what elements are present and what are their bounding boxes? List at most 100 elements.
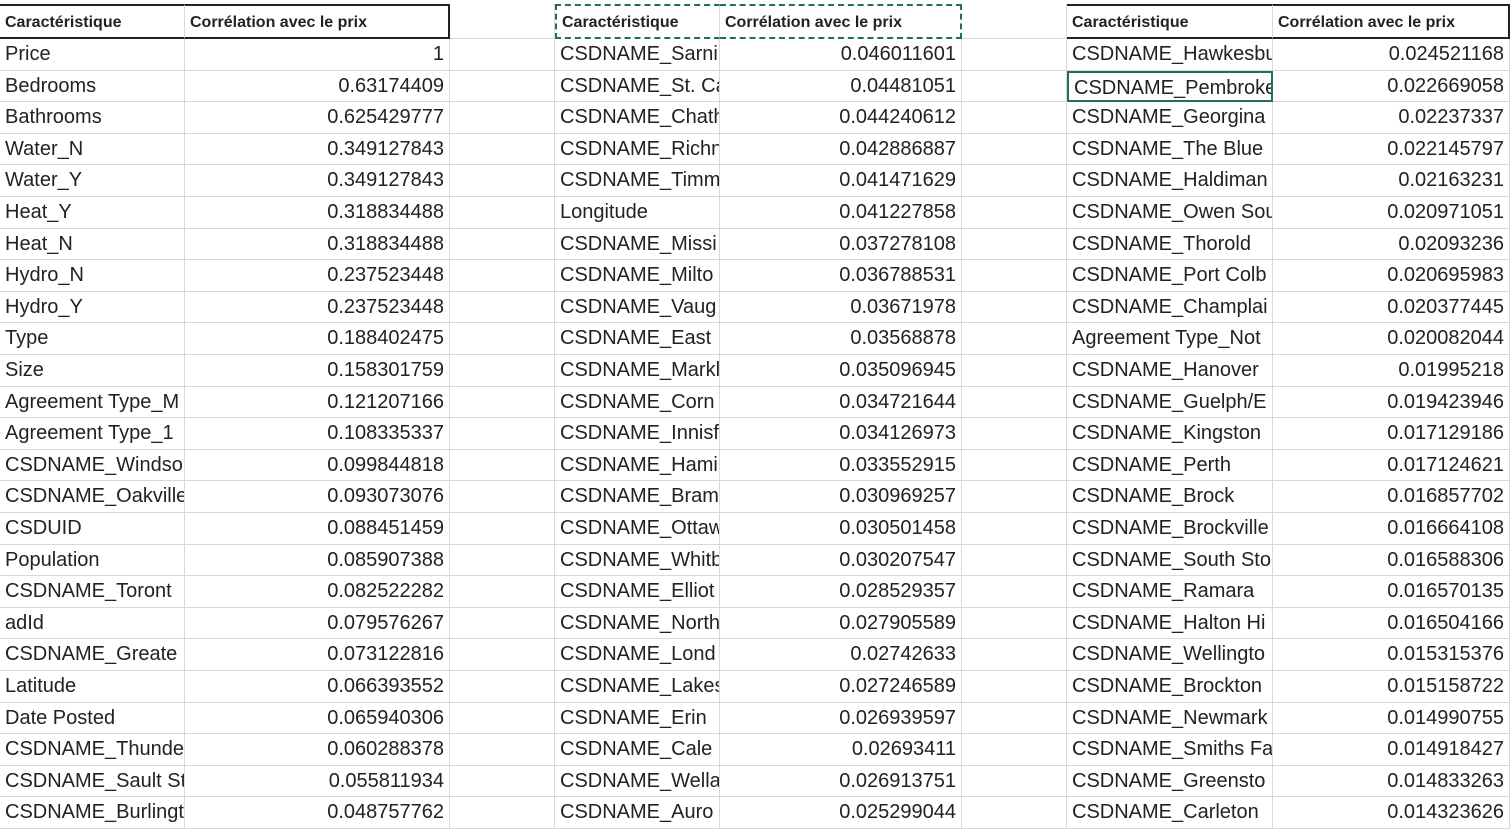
feature-cell: CSDNAME_Carleton bbox=[1067, 797, 1273, 829]
correlation-cell: 0.015158722 bbox=[1273, 671, 1510, 703]
header-cell: Corrélation avec le prix bbox=[185, 4, 450, 39]
correlation-cell: 0.022669058 bbox=[1273, 70, 1510, 103]
empty-cell bbox=[450, 765, 555, 798]
empty-cell bbox=[962, 765, 1067, 798]
feature-cell: CSDNAME_Chath bbox=[555, 102, 720, 134]
feature-cell: CSDNAME_Timm bbox=[555, 165, 720, 197]
empty-cell bbox=[450, 449, 555, 482]
empty-cell bbox=[450, 260, 555, 292]
correlation-cell: 0.088451459 bbox=[185, 513, 450, 545]
correlation-cell: 0.318834488 bbox=[185, 197, 450, 229]
feature-cell: CSDNAME_Port Colb bbox=[1067, 260, 1273, 292]
feature-cell: CSDNAME_Erin bbox=[555, 702, 720, 735]
correlation-cell: 0.041471629 bbox=[720, 165, 962, 197]
header-cell: Caractéristique bbox=[0, 4, 185, 39]
correlation-cell: 0.027246589 bbox=[720, 671, 962, 703]
empty-cell bbox=[450, 133, 555, 166]
feature-cell: CSDNAME_St. Ca bbox=[555, 70, 720, 103]
empty-cell bbox=[962, 449, 1067, 482]
correlation-cell: 0.017124621 bbox=[1273, 449, 1510, 482]
empty-cell bbox=[962, 702, 1067, 735]
feature-cell: CSDNAME_Brock bbox=[1067, 481, 1273, 513]
feature-cell: CSDNAME_Guelph/E bbox=[1067, 386, 1273, 419]
feature-cell: CSDNAME_Ottaw bbox=[555, 513, 720, 545]
feature-cell: CSDNAME_Milto bbox=[555, 260, 720, 292]
feature-cell: CSDNAME_Toront bbox=[0, 576, 185, 608]
correlation-cell: 0.022145797 bbox=[1273, 133, 1510, 166]
feature-cell: CSDNAME_Brockton bbox=[1067, 671, 1273, 703]
feature-cell: CSDNAME_Hanover bbox=[1067, 355, 1273, 387]
empty-cell bbox=[962, 355, 1067, 387]
empty-cell bbox=[962, 102, 1067, 134]
feature-cell: CSDNAME_Vaug bbox=[555, 291, 720, 324]
correlation-cell: 0.042886887 bbox=[720, 133, 962, 166]
header-cell: Caractéristique bbox=[1067, 4, 1273, 39]
correlation-cell: 0.121207166 bbox=[185, 386, 450, 419]
feature-cell: Water_N bbox=[0, 133, 185, 166]
correlation-cell: 0.085907388 bbox=[185, 544, 450, 577]
feature-cell: adId bbox=[0, 607, 185, 640]
correlation-cell: 0.014990755 bbox=[1273, 702, 1510, 735]
empty-cell bbox=[450, 797, 555, 829]
feature-cell: Hydro_Y bbox=[0, 291, 185, 324]
correlation-cell: 0.020082044 bbox=[1273, 323, 1510, 355]
empty-cell bbox=[962, 418, 1067, 450]
header-cell: Caractéristique bbox=[555, 4, 720, 39]
empty-cell bbox=[450, 702, 555, 735]
correlation-cell: 0.02742633 bbox=[720, 639, 962, 671]
correlation-cell: 0.046011601 bbox=[720, 39, 962, 71]
correlation-cell: 0.020971051 bbox=[1273, 197, 1510, 229]
correlation-cell: 0.01995218 bbox=[1273, 355, 1510, 387]
empty-cell bbox=[962, 734, 1067, 766]
correlation-cell: 0.034126973 bbox=[720, 418, 962, 450]
correlation-cell: 0.237523448 bbox=[185, 291, 450, 324]
empty-cell bbox=[962, 481, 1067, 513]
correlation-cell: 0.033552915 bbox=[720, 449, 962, 482]
correlation-cell: 0.065940306 bbox=[185, 702, 450, 735]
correlation-cell: 0.017129186 bbox=[1273, 418, 1510, 450]
empty-cell bbox=[962, 544, 1067, 577]
correlation-cell: 0.016570135 bbox=[1273, 576, 1510, 608]
feature-cell: CSDNAME_Richn bbox=[555, 133, 720, 166]
feature-cell: CSDNAME_Whitb bbox=[555, 544, 720, 577]
feature-cell: Type bbox=[0, 323, 185, 355]
feature-cell: Agreement Type_M bbox=[0, 386, 185, 419]
correlation-cell: 0.03568878 bbox=[720, 323, 962, 355]
correlation-cell: 0.02237337 bbox=[1273, 102, 1510, 134]
empty-cell bbox=[962, 165, 1067, 197]
correlation-cell: 0.016504166 bbox=[1273, 607, 1510, 640]
feature-cell: Water_Y bbox=[0, 165, 185, 197]
correlation-cell: 0.041227858 bbox=[720, 197, 962, 229]
feature-cell: Bathrooms bbox=[0, 102, 185, 134]
correlation-cell: 0.028529357 bbox=[720, 576, 962, 608]
correlation-cell: 0.016588306 bbox=[1273, 544, 1510, 577]
feature-cell: Bedrooms bbox=[0, 70, 185, 103]
correlation-cell: 0.099844818 bbox=[185, 449, 450, 482]
correlation-cell: 0.016664108 bbox=[1273, 513, 1510, 545]
feature-cell: CSDNAME_Lond bbox=[555, 639, 720, 671]
feature-cell: CSDNAME_Thorold bbox=[1067, 228, 1273, 261]
empty-cell bbox=[962, 797, 1067, 829]
correlation-cell: 0.048757762 bbox=[185, 797, 450, 829]
correlation-cell: 0.02693411 bbox=[720, 734, 962, 766]
correlation-cell: 0.625429777 bbox=[185, 102, 450, 134]
empty-cell bbox=[450, 418, 555, 450]
empty-cell bbox=[450, 576, 555, 608]
correlation-cell: 0.02093236 bbox=[1273, 228, 1510, 261]
empty-cell bbox=[962, 291, 1067, 324]
correlation-cell: 0.020695983 bbox=[1273, 260, 1510, 292]
feature-cell: Date Posted bbox=[0, 702, 185, 735]
correlation-cell: 0.014918427 bbox=[1273, 734, 1510, 766]
feature-cell: CSDNAME_The Blue bbox=[1067, 133, 1273, 166]
feature-cell: CSDNAME_Wella bbox=[555, 765, 720, 798]
empty-cell bbox=[450, 513, 555, 545]
feature-cell: CSDNAME_Newmark bbox=[1067, 702, 1273, 735]
correlation-cell: 0.026913751 bbox=[720, 765, 962, 798]
feature-cell: Longitude bbox=[555, 197, 720, 229]
correlation-cell: 0.04481051 bbox=[720, 70, 962, 103]
feature-cell: CSDNAME_Oakville bbox=[0, 481, 185, 513]
feature-cell: CSDNAME_Greensto bbox=[1067, 765, 1273, 798]
empty-cell bbox=[962, 228, 1067, 261]
correlation-cell: 0.034721644 bbox=[720, 386, 962, 419]
